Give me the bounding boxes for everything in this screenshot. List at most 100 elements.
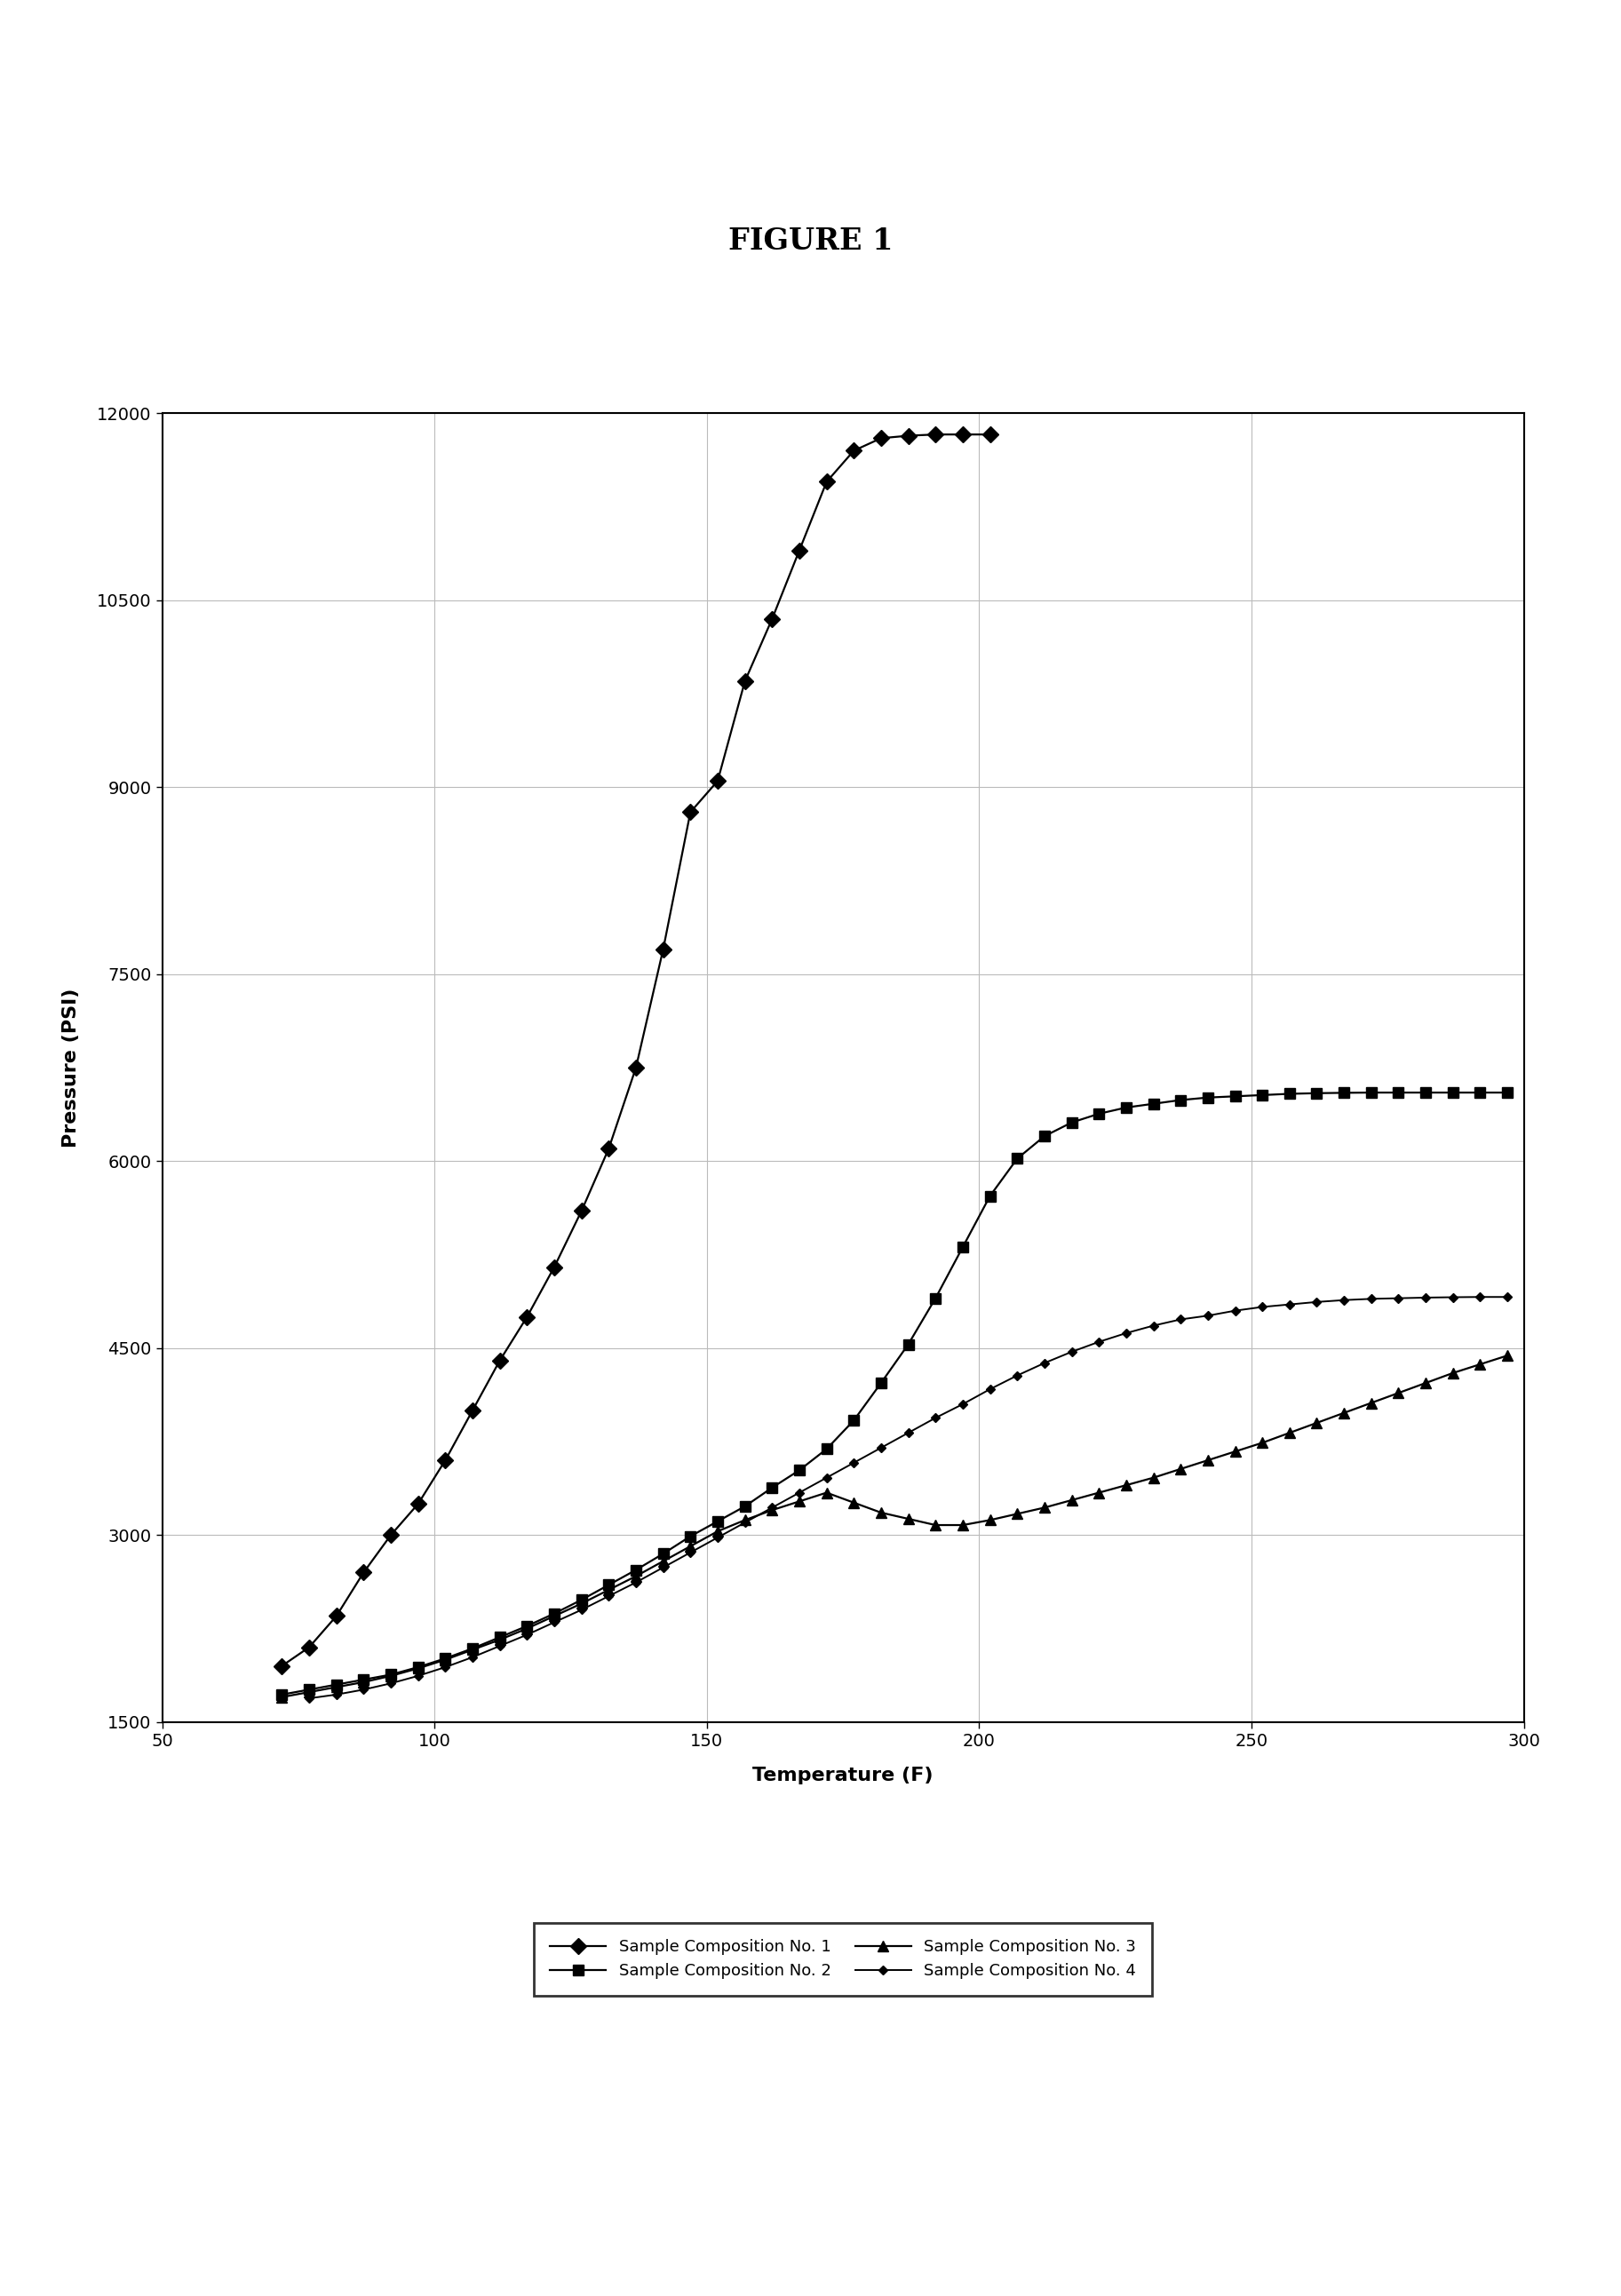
Sample Composition No. 3 bbox=[353, 1669, 373, 1697]
Sample Composition No. 3 bbox=[762, 1497, 781, 1525]
Sample Composition No. 1 bbox=[545, 1254, 564, 1281]
Sample Composition No. 2 bbox=[789, 1456, 809, 1483]
Sample Composition No. 2 bbox=[436, 1644, 456, 1671]
Sample Composition No. 3 bbox=[545, 1603, 564, 1630]
Sample Composition No. 4 bbox=[762, 1495, 781, 1522]
Sample Composition No. 2 bbox=[1089, 1100, 1109, 1127]
Sample Composition No. 1 bbox=[490, 1348, 509, 1375]
Sample Composition No. 4 bbox=[1362, 1286, 1381, 1313]
Sample Composition No. 3 bbox=[898, 1506, 917, 1534]
Sample Composition No. 1 bbox=[872, 425, 892, 452]
Sample Composition No. 4 bbox=[845, 1449, 864, 1476]
Sample Composition No. 2 bbox=[872, 1368, 892, 1396]
Sample Composition No. 4 bbox=[300, 1685, 319, 1713]
Sample Composition No. 4 bbox=[981, 1375, 1000, 1403]
Sample Composition No. 3 bbox=[1417, 1368, 1436, 1396]
Sample Composition No. 1 bbox=[572, 1196, 592, 1224]
Sample Composition No. 4 bbox=[1470, 1283, 1490, 1311]
Sample Composition No. 2 bbox=[572, 1587, 592, 1614]
Sample Composition No. 2 bbox=[1253, 1081, 1272, 1109]
Sample Composition No. 4 bbox=[1281, 1290, 1300, 1318]
Sample Composition No. 2 bbox=[898, 1332, 917, 1359]
Line: Sample Composition No. 2: Sample Composition No. 2 bbox=[277, 1088, 1512, 1699]
Sample Composition No. 3 bbox=[1470, 1350, 1490, 1378]
Sample Composition No. 4 bbox=[872, 1435, 892, 1463]
Sample Composition No. 4 bbox=[327, 1681, 347, 1708]
Sample Composition No. 3 bbox=[327, 1674, 347, 1701]
Sample Composition No. 2 bbox=[1470, 1079, 1490, 1107]
Sample Composition No. 3 bbox=[1170, 1456, 1190, 1483]
Line: Sample Composition No. 1: Sample Composition No. 1 bbox=[276, 429, 995, 1671]
Sample Composition No. 3 bbox=[1498, 1341, 1517, 1368]
Sample Composition No. 2 bbox=[981, 1182, 1000, 1210]
X-axis label: Temperature (F): Temperature (F) bbox=[752, 1766, 934, 1784]
Sample Composition No. 3 bbox=[1008, 1499, 1028, 1527]
Sample Composition No. 3 bbox=[872, 1499, 892, 1527]
Sample Composition No. 1 bbox=[517, 1304, 537, 1332]
Sample Composition No. 4 bbox=[381, 1669, 400, 1697]
Sample Composition No. 4 bbox=[1307, 1288, 1326, 1316]
Sample Composition No. 2 bbox=[1334, 1079, 1354, 1107]
Sample Composition No. 3 bbox=[1334, 1398, 1354, 1426]
Sample Composition No. 3 bbox=[789, 1488, 809, 1515]
Sample Composition No. 2 bbox=[600, 1570, 619, 1598]
Sample Composition No. 4 bbox=[1389, 1283, 1409, 1311]
Sample Composition No. 1 bbox=[789, 537, 809, 565]
Sample Composition No. 2 bbox=[926, 1283, 945, 1311]
Sample Composition No. 3 bbox=[600, 1575, 619, 1603]
Sample Composition No. 4 bbox=[517, 1621, 537, 1649]
Sample Composition No. 3 bbox=[708, 1518, 728, 1545]
Sample Composition No. 2 bbox=[1198, 1084, 1217, 1111]
Sample Composition No. 1 bbox=[353, 1559, 373, 1587]
Sample Composition No. 3 bbox=[626, 1561, 645, 1589]
Sample Composition No. 3 bbox=[1062, 1486, 1081, 1513]
Sample Composition No. 4 bbox=[1253, 1293, 1272, 1320]
Sample Composition No. 1 bbox=[736, 668, 755, 696]
Sample Composition No. 2 bbox=[1443, 1079, 1462, 1107]
Sample Composition No. 4 bbox=[1062, 1339, 1081, 1366]
Sample Composition No. 4 bbox=[926, 1405, 945, 1433]
Sample Composition No. 2 bbox=[1307, 1079, 1326, 1107]
Sample Composition No. 1 bbox=[653, 934, 673, 962]
Sample Composition No. 1 bbox=[708, 767, 728, 794]
Sample Composition No. 2 bbox=[653, 1541, 673, 1568]
Sample Composition No. 2 bbox=[817, 1435, 836, 1463]
Sample Composition No. 4 bbox=[626, 1568, 645, 1596]
Sample Composition No. 3 bbox=[1089, 1479, 1109, 1506]
Sample Composition No. 3 bbox=[1281, 1419, 1300, 1446]
Sample Composition No. 2 bbox=[327, 1671, 347, 1699]
Sample Composition No. 3 bbox=[953, 1511, 973, 1538]
Sample Composition No. 3 bbox=[653, 1548, 673, 1575]
Sample Composition No. 2 bbox=[1417, 1079, 1436, 1107]
Sample Composition No. 3 bbox=[1362, 1389, 1381, 1417]
Sample Composition No. 2 bbox=[845, 1407, 864, 1435]
Sample Composition No. 3 bbox=[490, 1626, 509, 1653]
Sample Composition No. 2 bbox=[1008, 1146, 1028, 1173]
Sample Composition No. 4 bbox=[1144, 1311, 1164, 1339]
Sample Composition No. 2 bbox=[300, 1676, 319, 1704]
Sample Composition No. 3 bbox=[1034, 1495, 1054, 1522]
Sample Composition No. 2 bbox=[626, 1557, 645, 1584]
Sample Composition No. 3 bbox=[1117, 1472, 1136, 1499]
Sample Composition No. 1 bbox=[626, 1054, 645, 1081]
Sample Composition No. 4 bbox=[1089, 1327, 1109, 1355]
Sample Composition No. 2 bbox=[1225, 1081, 1245, 1109]
Sample Composition No. 3 bbox=[681, 1531, 700, 1559]
Sample Composition No. 3 bbox=[981, 1506, 1000, 1534]
Sample Composition No. 2 bbox=[1170, 1086, 1190, 1114]
Sample Composition No. 2 bbox=[353, 1667, 373, 1694]
Sample Composition No. 1 bbox=[681, 799, 700, 827]
Sample Composition No. 1 bbox=[436, 1446, 456, 1474]
Sample Composition No. 4 bbox=[653, 1554, 673, 1582]
Sample Composition No. 3 bbox=[381, 1662, 400, 1690]
Sample Composition No. 1 bbox=[762, 606, 781, 634]
Sample Composition No. 4 bbox=[1225, 1297, 1245, 1325]
Sample Composition No. 2 bbox=[736, 1492, 755, 1520]
Sample Composition No. 1 bbox=[953, 420, 973, 448]
Sample Composition No. 3 bbox=[1225, 1437, 1245, 1465]
Sample Composition No. 1 bbox=[408, 1490, 428, 1518]
Sample Composition No. 3 bbox=[572, 1589, 592, 1616]
Sample Composition No. 4 bbox=[1198, 1302, 1217, 1329]
Sample Composition No. 2 bbox=[953, 1233, 973, 1261]
Sample Composition No. 2 bbox=[1144, 1091, 1164, 1118]
